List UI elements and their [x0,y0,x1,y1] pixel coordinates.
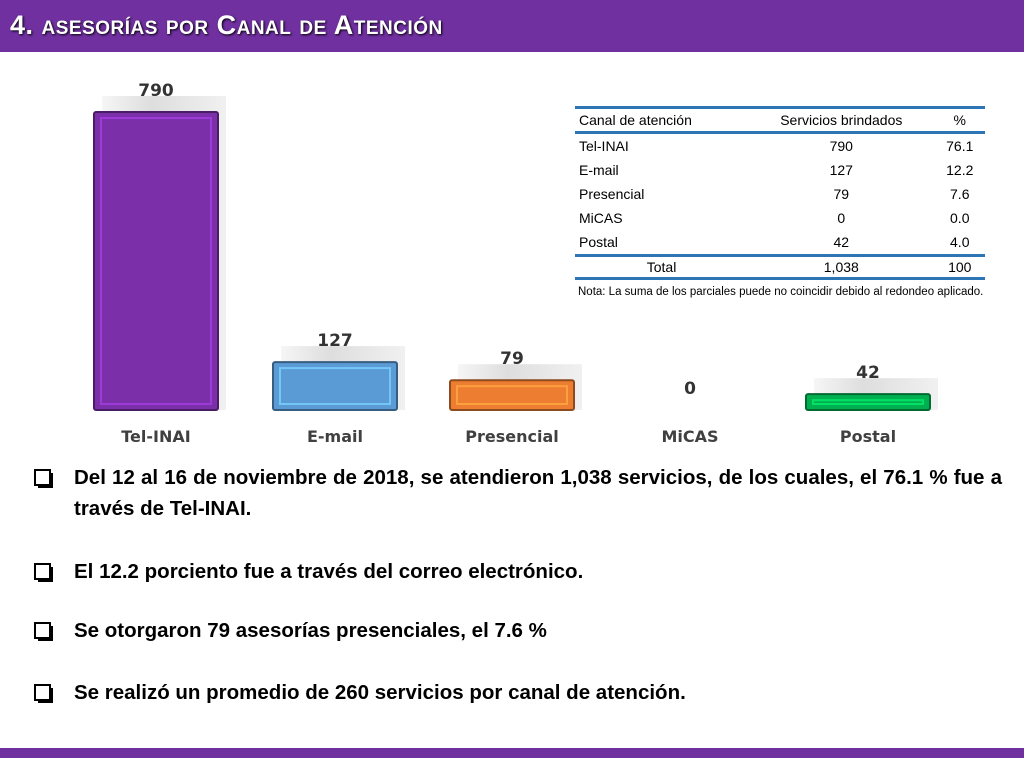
bar-bevel [279,367,391,405]
checkbox-bullet-icon [34,563,53,582]
bullet-text: Se realizó un promedio de 260 servicios … [74,681,686,704]
bar-tel-inai [93,111,219,411]
data-table: Canal de atención Servicios brindados % … [575,106,985,280]
table-cell: Presencial [579,186,645,202]
table-cell: 76.1 [946,138,974,154]
table-cell: 100 [934,254,985,280]
bar-presencial [449,379,575,412]
bar-postal [805,393,931,411]
data-label: 42 [856,363,880,383]
bullet-text: Del 12 al 16 de noviembre de 2018, se at… [74,466,1002,520]
table-cell: 79 [833,186,850,202]
table-row: Tel-INAI 790 76.1 [575,133,985,159]
category-label: E-mail [307,427,363,446]
bullet-text: Se otorgaron 79 asesorías presenciales, … [74,619,547,642]
bullet-text: El 12.2 porciento fue a través del corre… [74,560,584,583]
data-label: 0 [684,379,696,399]
table-cell: 0.0 [950,210,970,226]
table-row: MiCAS 0 0.0 [575,206,985,230]
table-row: Presencial 79 7.6 [575,182,985,206]
category-label: MiCAS [661,427,718,446]
table-cell: 0 [837,210,846,226]
checkbox-bullet-icon [34,622,53,641]
table-cell: 7.6 [950,186,970,202]
table-cell: Tel-INAI [579,138,629,154]
table-cell: 1,038 [748,254,935,280]
table-cell: E-mail [579,162,619,178]
data-label: 79 [500,349,524,369]
col-header-servicios: Servicios brindados [748,106,935,134]
col-header-canal: Canal de atención [575,106,749,134]
table-cell: 127 [829,162,853,178]
table-header-row: Canal de atención Servicios brindados % [575,106,985,134]
category-label: Tel-INAI [121,427,190,446]
table-cell: MiCAS [579,210,623,226]
data-label: 790 [138,81,174,101]
checkbox-bullet-icon [34,684,53,703]
table-row: E-mail 127 12.2 [575,158,985,182]
table-cell: Postal [579,234,618,250]
bar-chart-svg: 790Tel-INAI127E-mail79Presencial0MiCAS42… [93,81,938,446]
footer-bar [0,748,1024,758]
table-row: Postal 42 4.0 [575,230,985,256]
checkbox-bullet-icon [34,469,53,488]
table-cell: 42 [833,234,850,250]
bar-bevel [456,385,568,406]
table-note: Nota: La suma de los parciales puede no … [578,286,984,298]
category-label: Presencial [465,427,558,446]
header-bar: 4. asesorías por Canal de Atención [0,0,1024,52]
table-cell: Total [575,254,749,280]
page-title: 4. asesorías por Canal de Atención [10,10,443,40]
bar-e-mail [272,361,398,411]
table-cell: 12.2 [946,162,974,178]
bar-chart: 790 Tel-INAI 127 E-mail 79 Presencial 0 MiCAS 42… [0,60,1024,455]
table-total-row: Total 1,038 100 [575,254,985,280]
bar-bevel [100,117,212,405]
table-cell: 4.0 [950,234,970,250]
col-header-percent: % [934,106,985,134]
table-cell: 790 [829,138,853,154]
bar-bevel [812,399,924,405]
category-label: Postal [840,427,896,446]
data-label: 127 [317,331,353,351]
